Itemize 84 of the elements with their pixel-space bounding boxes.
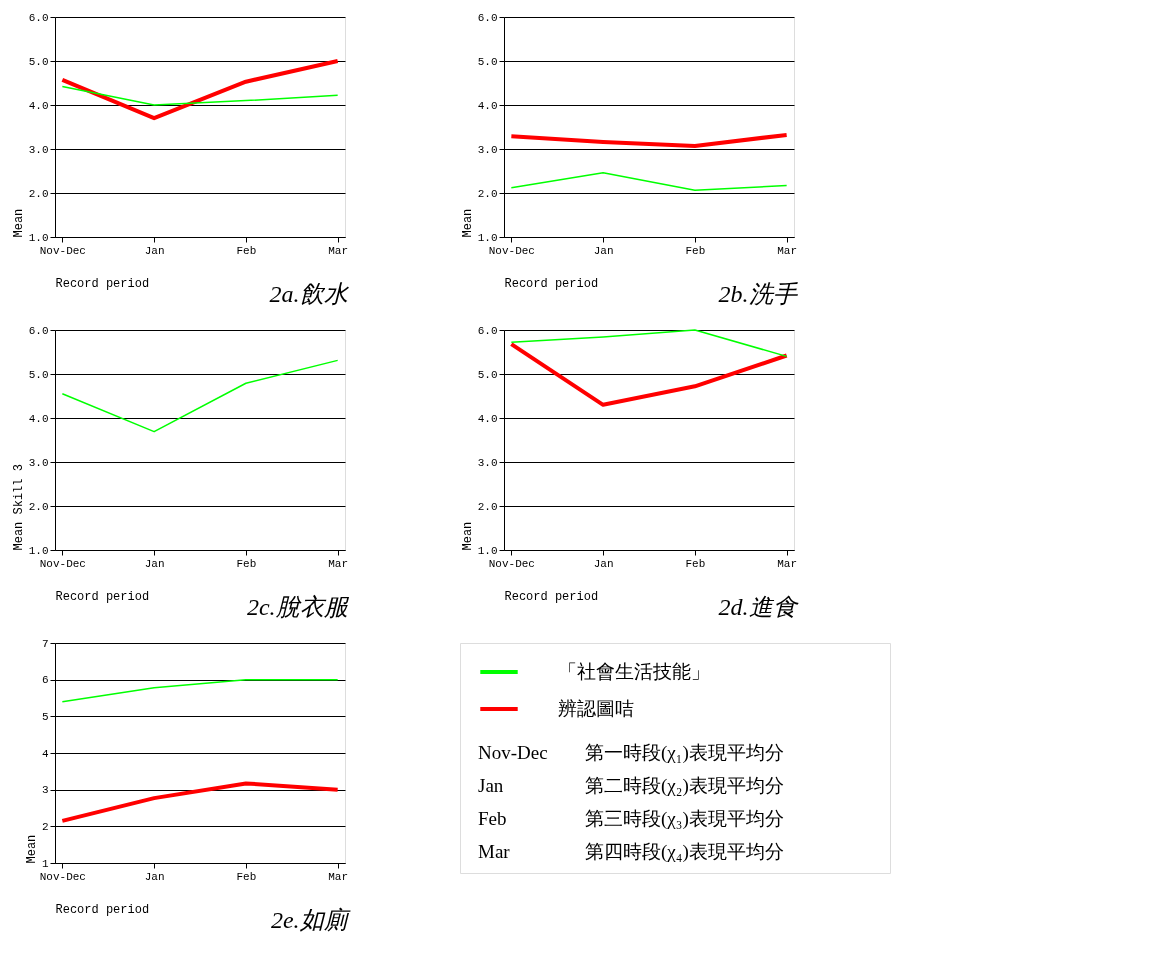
x-tick-label: Nov-Dec (39, 557, 86, 570)
y-axis-title: Mean (460, 208, 475, 238)
y-tick-label: 5.0 (28, 55, 49, 68)
y-tick-label: 6.0 (28, 324, 49, 337)
y-tick-label: 2.0 (477, 187, 498, 200)
text: 2e.如廁 (270, 907, 351, 933)
x-tick-label: Nov-Dec (39, 870, 86, 883)
y-tick-label: 5 (41, 710, 49, 723)
y-axis-title: Mean Skill 3 (11, 464, 26, 551)
line-series (61, 359, 339, 433)
y-tick-label: 2.0 (477, 500, 498, 513)
y-tick-label: 3.0 (28, 143, 49, 156)
line-series (509, 132, 789, 148)
text: Nov-Dec (478, 742, 548, 763)
x-tick-label: Feb (236, 244, 257, 257)
x-tick-label: Mar (777, 244, 798, 257)
x-axis-title: Record period (504, 589, 599, 604)
y-tick-label: 4.0 (28, 99, 49, 112)
x-axis-title: Record period (55, 902, 150, 917)
x-tick-label: Mar (328, 557, 349, 570)
text: 2a.飲水 (269, 281, 349, 307)
line-series (60, 59, 340, 121)
y-tick-label: 4.0 (477, 412, 498, 425)
y-tick-label: 3.0 (477, 456, 498, 469)
x-tick-label: Feb (685, 557, 706, 570)
line-series (510, 172, 788, 192)
y-tick-label: 5.0 (477, 55, 498, 68)
text: 2b.洗手 (718, 281, 798, 307)
text: Mar (478, 841, 511, 862)
y-tick-label: 5.0 (477, 368, 498, 381)
y-tick-label: 6 (41, 674, 49, 687)
line-series (61, 85, 339, 106)
y-axis-title: Mean (460, 521, 475, 551)
x-tick-label: Nov-Dec (39, 244, 86, 257)
y-tick-label: 2.0 (28, 500, 49, 513)
line-series (509, 342, 789, 407)
x-tick-label: Nov-Dec (488, 244, 535, 257)
y-axis-title: Mean (24, 834, 39, 864)
x-tick-label: Feb (236, 870, 257, 883)
x-axis-title: Record period (504, 276, 599, 291)
y-tick-label: 1 (41, 857, 49, 870)
x-tick-label: Jan (593, 557, 614, 570)
y-tick-label: 3 (41, 784, 49, 797)
text: 第一時段(χ₁)表現平均分 (585, 742, 784, 764)
x-tick-label: Jan (593, 244, 614, 257)
y-tick-label: 6.0 (477, 324, 498, 337)
line-series (60, 781, 340, 823)
x-axis-title: Record period (55, 589, 150, 604)
x-tick-label: Nov-Dec (488, 557, 535, 570)
x-tick-label: Mar (328, 244, 349, 257)
y-tick-label: 5.0 (28, 368, 49, 381)
text: Jan (478, 775, 504, 796)
x-tick-label: Jan (144, 870, 165, 883)
y-tick-label: 3.0 (477, 143, 498, 156)
line-series (510, 329, 788, 358)
text: 2c.脫衣服 (246, 594, 350, 620)
x-tick-label: Mar (328, 870, 349, 883)
y-tick-label: 4.0 (477, 99, 498, 112)
y-tick-label: 1.0 (28, 231, 49, 244)
x-tick-label: Mar (777, 557, 798, 570)
y-tick-label: 1.0 (477, 544, 498, 557)
text: 第三時段(χ₃)表現平均分 (585, 808, 784, 830)
text: 第二時段(χ₂)表現平均分 (585, 775, 784, 797)
legend-label: 辨認圖咭 (558, 698, 634, 719)
text: 2d.進食 (718, 594, 799, 620)
legend-label: 「社會生活技能」 (558, 661, 710, 682)
y-tick-label: 2 (41, 820, 49, 833)
y-axis-title: Mean (11, 208, 26, 238)
y-tick-label: 4 (41, 747, 49, 760)
x-tick-label: Jan (144, 244, 165, 257)
text: Feb (478, 808, 507, 829)
y-tick-label: 6.0 (477, 11, 498, 24)
y-tick-label: 3.0 (28, 456, 49, 469)
x-tick-label: Jan (144, 557, 165, 570)
x-tick-label: Feb (236, 557, 257, 570)
x-tick-label: Feb (685, 244, 706, 257)
y-tick-label: 4.0 (28, 412, 49, 425)
y-tick-label: 1.0 (28, 544, 49, 557)
x-axis-title: Record period (55, 276, 150, 291)
text: 第四時段(χ₄)表現平均分 (585, 841, 784, 863)
y-tick-label: 1.0 (477, 231, 498, 244)
y-tick-label: 2.0 (28, 187, 49, 200)
y-tick-label: 7 (41, 637, 49, 650)
y-tick-label: 6.0 (28, 11, 49, 24)
